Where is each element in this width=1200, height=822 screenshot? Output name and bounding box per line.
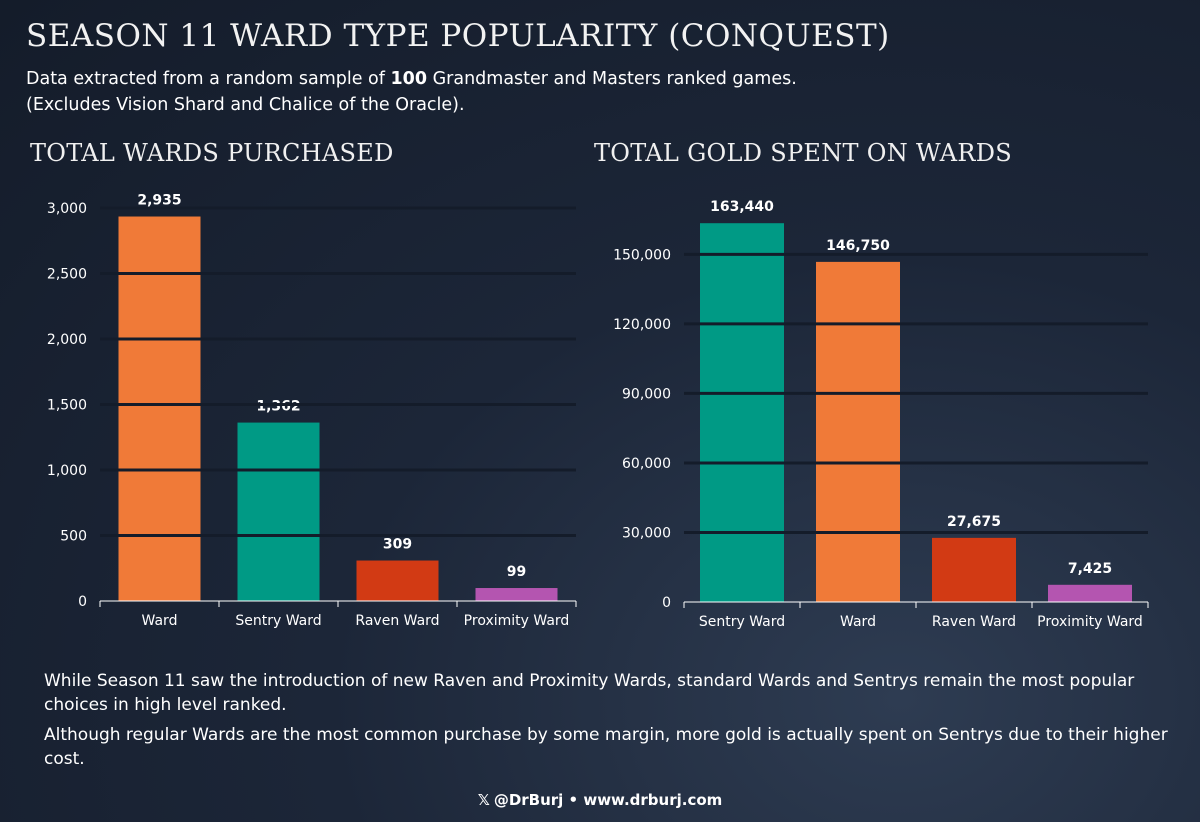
y-tick-label: 0 xyxy=(78,594,87,610)
bar-proximity-ward xyxy=(475,588,558,601)
footer-paragraph-1: While Season 11 saw the introduction of … xyxy=(44,671,1135,715)
footer-notes: While Season 11 saw the introduction of … xyxy=(44,669,1174,777)
x-logo-icon: 𝕏 xyxy=(477,791,490,809)
data-label: 1,362 xyxy=(256,399,300,415)
y-tick-label: 1,500 xyxy=(47,398,87,414)
right-chart-title: TOTAL GOLD SPENT ON WARDS xyxy=(594,139,1013,167)
x-tick-label: Raven Ward xyxy=(932,614,1016,630)
data-label: 309 xyxy=(383,537,412,553)
y-tick-label: 1,000 xyxy=(47,463,87,479)
y-tick-label: 2,000 xyxy=(47,332,87,348)
x-tick-label: Raven Ward xyxy=(355,613,439,629)
y-tick-label: 30,000 xyxy=(622,525,671,541)
left-chart-title: TOTAL WARDS PURCHASED xyxy=(30,139,394,167)
wards-purchased-chart: 0 500 1,000 1,500 2,000 2,500 3,000 2,935 Ward 1,… xyxy=(47,193,577,629)
subtitle: Data extracted from a random sample of 1… xyxy=(26,66,797,118)
page-title: SEASON 11 WARD TYPE POPULARITY (CONQUEST… xyxy=(26,18,890,54)
gold-spent-chart: 0 30,000 60,000 90,000 120,000 150,000 163,440… xyxy=(613,199,1149,630)
y-tick-label: 0 xyxy=(662,595,671,611)
data-label: 163,440 xyxy=(710,199,774,215)
footer-paragraph-2: Although regular Wards are the most comm… xyxy=(44,725,1168,769)
x-tick-label: Sentry Ward xyxy=(699,614,785,630)
bar-raven-ward xyxy=(932,537,1016,602)
y-tick-label: 60,000 xyxy=(622,456,671,472)
bar-ward xyxy=(816,261,900,602)
subtitle-line-1: Data extracted from a random sample of 1… xyxy=(26,69,797,89)
y-tick-label: 3,000 xyxy=(47,201,87,217)
credit-text: @DrBurj • www.drburj.com xyxy=(493,791,723,809)
data-label: 99 xyxy=(507,564,526,580)
x-tick-label: Proximity Ward xyxy=(1037,614,1143,630)
bar-sentry-ward xyxy=(237,422,320,601)
x-tick-label: Ward xyxy=(840,614,876,630)
x-tick-label: Ward xyxy=(142,613,178,629)
data-label: 2,935 xyxy=(137,193,181,209)
data-label: 146,750 xyxy=(826,238,890,254)
credit: 𝕏 @DrBurj • www.drburj.com xyxy=(0,791,1200,809)
y-tick-label: 90,000 xyxy=(622,386,671,402)
bar-proximity-ward xyxy=(1048,584,1132,602)
bar-sentry-ward xyxy=(700,223,784,602)
y-tick-label: 120,000 xyxy=(613,317,671,333)
bar-raven-ward xyxy=(356,560,439,601)
y-tick-label: 500 xyxy=(60,529,87,545)
data-label: 7,425 xyxy=(1068,561,1112,577)
y-tick-label: 2,500 xyxy=(47,267,87,283)
x-tick-label: Proximity Ward xyxy=(464,613,570,629)
x-tick-label: Sentry Ward xyxy=(235,613,321,629)
data-label: 27,675 xyxy=(947,514,1001,530)
y-tick-label: 150,000 xyxy=(613,247,671,263)
subtitle-line-2: (Excludes Vision Shard and Chalice of th… xyxy=(26,95,465,115)
